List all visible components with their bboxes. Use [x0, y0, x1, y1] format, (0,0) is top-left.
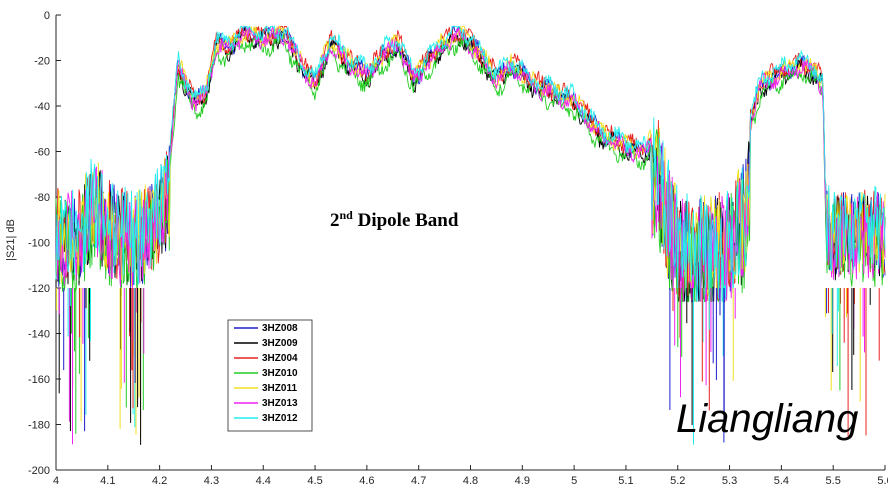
- y-tick-label: -160: [28, 374, 50, 386]
- series-line-3hz012: [55, 25, 886, 302]
- y-tick-label: -200: [28, 465, 50, 477]
- y-axis-label: |S21| dB: [5, 219, 17, 261]
- y-tick-label: -180: [28, 420, 50, 432]
- legend: 3HZ008 3HZ009 3HZ004 3HZ010 3HZ011 3HZ013 3HZ0…: [227, 319, 313, 432]
- x-tick-labels: 4 4.1 4.2 4.3 4.4 4.5 4.6 4.7 4.8 4.9 5 5.1 5.2 5.3 5.…: [53, 475, 888, 487]
- x-tick-label: 5.4: [774, 475, 789, 487]
- band-annotation: 2nd Dipole Band: [330, 208, 459, 231]
- x-tick-label: 5.1: [618, 475, 633, 487]
- x-tick-label: 5.6: [877, 475, 888, 487]
- x-tick-label: 4.3: [204, 475, 219, 487]
- y-tick-labels: 0 -20 -40 -60 -80 -100 -120 -140 -160 -180 -200: [28, 10, 50, 477]
- x-tick-label: 5.3: [722, 475, 737, 487]
- x-tick-label: 5: [571, 475, 577, 487]
- y-tick-label: -60: [34, 147, 50, 159]
- legend-label: 3HZ013: [262, 398, 298, 409]
- legend-box: [227, 319, 313, 432]
- x-tick-label: 4.8: [463, 475, 478, 487]
- dropout-spikes: [56, 288, 880, 445]
- y-tick-label: -80: [34, 192, 50, 204]
- y-tick-label: 0: [44, 10, 50, 22]
- x-tick-label: 4.2: [152, 475, 167, 487]
- plot-area: [55, 24, 886, 445]
- legend-label: 3HZ004: [262, 353, 298, 364]
- x-tick-label: 4.9: [515, 475, 530, 487]
- y-tick-label: -100: [28, 238, 50, 250]
- y-tick-label: -40: [34, 101, 50, 113]
- x-tick-label: 4.7: [411, 475, 426, 487]
- x-tick-label: 4.6: [359, 475, 374, 487]
- legend-label: 3HZ009: [262, 338, 298, 349]
- legend-label: 3HZ012: [262, 413, 298, 424]
- credit-text: Liangliang: [676, 397, 858, 441]
- x-tick-label: 4: [53, 475, 59, 487]
- legend-label: 3HZ008: [262, 323, 298, 334]
- x-tick-label: 5.2: [670, 475, 685, 487]
- x-tick-label: 4.5: [307, 475, 322, 487]
- x-tick-label: 5.5: [826, 475, 841, 487]
- y-tick-label: -20: [34, 56, 50, 68]
- series-line-3hz011: [55, 25, 886, 302]
- x-tick-label: 4.1: [100, 475, 115, 487]
- y-tick-label: -140: [28, 329, 50, 341]
- legend-label: 3HZ010: [262, 368, 298, 379]
- legend-label: 3HZ011: [262, 383, 297, 394]
- x-tick-label: 4.4: [256, 475, 271, 487]
- y-tick-label: -120: [28, 283, 50, 295]
